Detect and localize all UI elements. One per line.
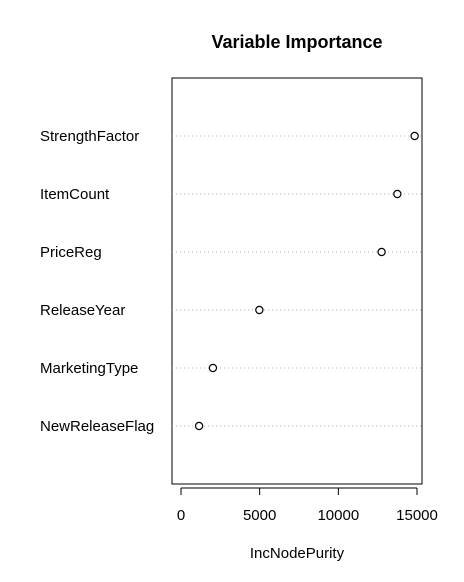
variable-labels: StrengthFactor ItemCount PriceReg ReleaseYe… — [40, 128, 154, 435]
variable-label: StrengthFactor — [40, 128, 139, 145]
data-points — [194, 131, 419, 431]
variable-label: PriceReg — [40, 244, 102, 261]
variable-label: NewReleaseFlag — [40, 418, 154, 435]
x-tick-label: 0 — [177, 507, 185, 524]
chart-title: Variable Importance — [211, 32, 382, 52]
x-axis-label: IncNodePurity — [250, 545, 345, 562]
data-point — [255, 305, 264, 315]
variable-label: ReleaseYear — [40, 302, 125, 319]
variable-label: MarketingType — [40, 360, 138, 377]
variable-label: ItemCount — [40, 186, 110, 203]
plot-frame — [171, 77, 423, 485]
x-axis: 0 5000 10000 15000 — [177, 487, 438, 524]
x-tick-label: 5000 — [243, 507, 276, 524]
data-point — [393, 189, 402, 199]
x-tick-label: 15000 — [396, 507, 438, 524]
x-tick-label: 10000 — [317, 507, 359, 524]
guide-lines — [172, 135, 422, 427]
data-point — [208, 363, 218, 373]
data-point — [194, 421, 204, 431]
data-point — [377, 247, 386, 257]
data-point — [410, 131, 419, 141]
